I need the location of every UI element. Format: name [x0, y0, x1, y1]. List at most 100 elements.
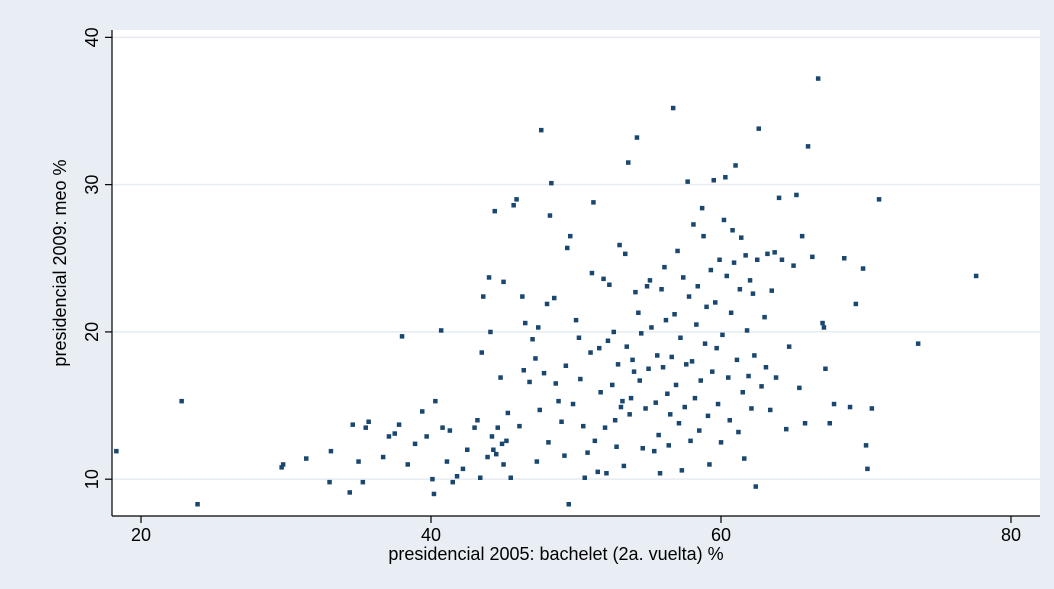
data-point-82: [573, 317, 579, 323]
data-point-157: [695, 284, 700, 289]
data-point-115: [631, 369, 637, 374]
data-point-201: [762, 314, 767, 320]
data-point-34: [472, 425, 477, 430]
data-point-121: [640, 446, 645, 451]
grid-lines: [112, 36, 1040, 480]
data-point-213: [794, 192, 799, 198]
data-point-110: [624, 344, 629, 349]
data-point-18: [399, 334, 405, 339]
data-point-154: [691, 222, 696, 227]
data-point-211: [786, 344, 792, 349]
data-point-144: [676, 421, 682, 426]
data-point-169: [713, 300, 718, 305]
data-point-78: [565, 245, 570, 251]
data-point-17: [396, 422, 402, 427]
x-tick-label-40: 40: [421, 525, 441, 545]
data-point-194: [749, 406, 754, 411]
data-point-27: [440, 425, 445, 430]
data-point-127: [652, 448, 657, 454]
data-point-62: [533, 356, 538, 361]
data-point-89: [589, 270, 595, 276]
data-point-203: [765, 251, 770, 257]
data-point-114: [630, 357, 635, 363]
data-point-151: [686, 294, 692, 299]
data-point-166: [708, 267, 714, 273]
data-point-64: [536, 325, 541, 330]
y-tick-label-40: 40: [82, 27, 102, 47]
data-point-149: [684, 362, 689, 367]
data-point-195: [750, 291, 756, 296]
data-point-176: [723, 175, 728, 180]
data-point-70: [547, 213, 553, 218]
data-point-171: [715, 401, 721, 407]
data-point-74: [556, 398, 561, 404]
data-point-187: [739, 235, 744, 240]
data-point-47: [498, 375, 503, 380]
data-point-140: [670, 105, 676, 111]
data-point-165: [707, 462, 712, 467]
data-point-107: [620, 398, 625, 404]
data-point-30: [450, 479, 455, 485]
data-point-227: [853, 301, 859, 307]
data-point-99: [607, 282, 612, 287]
data-point-7: [328, 448, 334, 454]
data-point-109: [623, 251, 628, 257]
data-point-163: [704, 304, 709, 310]
data-point-182: [731, 260, 737, 265]
data-point-50: [501, 462, 506, 467]
data-point-79: [566, 502, 571, 507]
data-point-181: [730, 228, 735, 233]
data-point-77: [563, 363, 569, 368]
data-point-6: [327, 479, 332, 485]
data-point-178: [726, 375, 731, 380]
data-point-218: [810, 254, 815, 260]
data-point-188: [740, 390, 745, 395]
data-point-138: [668, 412, 673, 417]
data-point-134: [662, 264, 667, 270]
data-point-5: [304, 456, 309, 461]
data-point-150: [685, 179, 690, 184]
data-point-61: [530, 337, 535, 342]
data-point-71: [549, 180, 554, 186]
data-point-222: [823, 366, 828, 371]
data-point-3: [279, 465, 284, 470]
data-point-69: [546, 440, 551, 445]
data-point-208: [776, 195, 782, 201]
data-point-133: [660, 365, 666, 370]
data-point-38: [481, 294, 486, 299]
data-point-156: [694, 322, 699, 327]
data-point-158: [697, 428, 702, 433]
data-point-41: [488, 329, 493, 335]
data-point-185: [736, 429, 741, 435]
data-point-1: [179, 398, 184, 404]
data-point-80: [568, 233, 573, 239]
data-point-128: [653, 400, 658, 405]
y-axis-title: presidencial 2009: meo %: [50, 159, 70, 366]
data-point-126: [649, 325, 654, 330]
data-point-199: [756, 126, 761, 131]
data-point-51: [504, 438, 509, 444]
data-point-229: [863, 443, 869, 448]
data-point-12: [363, 425, 368, 430]
data-point-83: [576, 335, 582, 340]
data-point-205: [769, 288, 774, 293]
data-point-202: [763, 365, 769, 370]
data-point-160: [699, 205, 705, 211]
data-point-183: [733, 163, 738, 168]
data-point-155: [692, 395, 698, 401]
data-point-108: [621, 463, 627, 469]
data-point-159: [698, 378, 703, 383]
data-point-204: [768, 407, 773, 413]
data-point-59: [523, 320, 528, 326]
tick-labels: 20 40 60 80 10 20 30 40: [82, 27, 1021, 545]
data-point-230: [865, 466, 870, 472]
data-point-10: [356, 459, 361, 464]
data-point-66: [539, 127, 544, 133]
data-point-142: [673, 382, 679, 388]
data-point-22: [424, 434, 429, 439]
data-point-75: [559, 419, 564, 424]
data-point-25: [433, 398, 438, 404]
data-point-8: [347, 490, 352, 495]
data-point-228: [860, 266, 866, 271]
data-point-192: [746, 373, 751, 379]
